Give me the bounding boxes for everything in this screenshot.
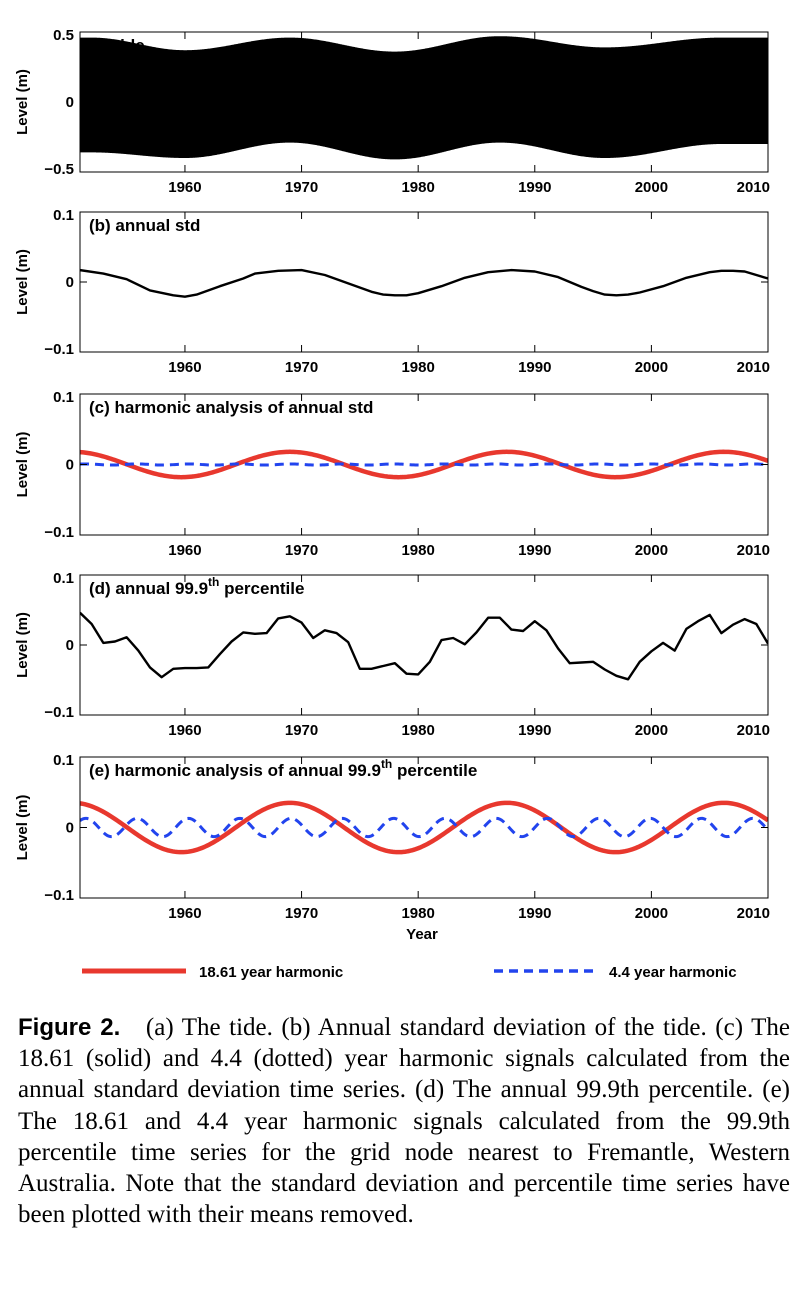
x-tick-label: 1980 (401, 722, 434, 739)
y-tick-label: 0.1 (53, 570, 74, 587)
series-18.61yr-harmonic-line (80, 800, 768, 855)
legend-label-18.61yr: 18.61 year harmonic (199, 964, 343, 981)
x-tick-label: 1970 (285, 179, 318, 196)
y-tick-label: −0.1 (44, 341, 74, 358)
panel-title: (a) tide (89, 36, 145, 55)
x-tick-label: 1960 (168, 359, 201, 376)
x-tick-label: 2010 (737, 905, 770, 922)
x-tick-label: 1990 (518, 179, 551, 196)
caption-label: Figure 2. (18, 1014, 121, 1041)
x-tick-label: 1960 (168, 179, 201, 196)
y-axis-label: Level (m) (14, 249, 31, 315)
y-axis-label: Level (m) (14, 612, 31, 678)
panel-title-text: (b) annual std (89, 216, 200, 235)
caption-text: (a) The tide. (b) Annual standard deviat… (18, 1014, 790, 1229)
x-tick-label: 1990 (518, 359, 551, 376)
plot-area (80, 611, 768, 681)
panel-title: (d) annual 99.9th percentile (89, 575, 304, 598)
plot-area (80, 800, 768, 855)
panel-title: (c) harmonic analysis of annual std (89, 398, 373, 417)
series-line (80, 268, 768, 298)
panel-title-superscript: th (381, 757, 392, 771)
legend-label-4.4yr: 4.4 year harmonic (609, 964, 737, 981)
x-tick-label: 1980 (401, 179, 434, 196)
x-tick-label: 2000 (635, 542, 668, 559)
y-axis-label: Level (m) (14, 69, 31, 135)
x-tick-label: 1970 (285, 359, 318, 376)
x-tick-label: 1980 (401, 905, 434, 922)
panel-title-text: (d) annual 99.9 (89, 579, 208, 598)
panel-a: 1960 1970 1980 1990 2000 2010 0.5 0 −0.5 Level (m… (14, 27, 770, 196)
x-tick-label: 1990 (518, 722, 551, 739)
y-axis-label: Level (m) (14, 432, 31, 498)
x-tick-label: 1980 (401, 542, 434, 559)
y-tick-label: −0.1 (44, 524, 74, 541)
plot-area (80, 36, 768, 160)
x-tick-label: 1960 (168, 905, 201, 922)
series-line (80, 611, 768, 681)
series-tide-line (80, 36, 768, 160)
x-tick-label: 2000 (635, 179, 668, 196)
x-tick-label: 2010 (737, 542, 770, 559)
y-tick-label: 0 (66, 94, 74, 111)
y-tick-label: −0.1 (44, 887, 74, 904)
y-tick-label: −0.1 (44, 704, 74, 721)
panel-title-text: (e) harmonic analysis of annual 99.9 (89, 761, 381, 780)
legend: 18.61 year harmonic 4.4 year harmonic (82, 964, 737, 981)
panel-title: (e) harmonic analysis of annual 99.9th p… (89, 757, 477, 780)
y-tick-label: 0 (66, 820, 74, 837)
x-tick-label: 2010 (737, 359, 770, 376)
x-tick-label: 2010 (737, 722, 770, 739)
plot-area (80, 449, 768, 480)
x-tick-label: 2010 (737, 179, 770, 196)
y-tick-label: 0.5 (53, 27, 74, 44)
panel-c: 1960 1970 1980 1990 2000 2010 0.1 0 −0.1 Level (m… (14, 389, 770, 559)
x-tick-label: 1970 (285, 542, 318, 559)
figure-caption: Figure 2. (a) The tide. (b) Annual stand… (18, 1012, 790, 1230)
y-tick-label: −0.5 (44, 161, 74, 178)
series-4.4yr-harmonic-line (80, 816, 768, 839)
figure-panels: 1960 1970 1980 1990 2000 2010 0.5 0 −0.5 Level (m… (14, 27, 770, 981)
y-tick-label: 0.1 (53, 752, 74, 769)
panel-title: (b) annual std (89, 216, 200, 235)
x-axis-label: Year (406, 926, 438, 943)
panel-title-text: (c) harmonic analysis of annual std (89, 398, 373, 417)
y-tick-label: 0.1 (53, 389, 74, 406)
plot-area (80, 268, 768, 298)
x-tick-label: 1960 (168, 542, 201, 559)
x-tick-label: 2000 (635, 905, 668, 922)
panel-title-suffix: percentile (392, 761, 477, 780)
y-tick-label: 0.1 (53, 207, 74, 224)
panel-e: 1960 1970 1980 1990 2000 2010 0.1 0 −0.1 Level (m… (14, 752, 770, 943)
panel-title-suffix: percentile (219, 579, 304, 598)
x-tick-label: 1980 (401, 359, 434, 376)
y-tick-label: 0 (66, 274, 74, 291)
x-tick-label: 1970 (285, 905, 318, 922)
panel-b: 1960 1970 1980 1990 2000 2010 0.1 0 −0.1 Level (m… (14, 207, 770, 376)
x-tick-label: 1990 (518, 542, 551, 559)
x-tick-label: 2000 (635, 359, 668, 376)
panel-title-text: (a) tide (89, 36, 145, 55)
y-tick-label: 0 (66, 637, 74, 654)
panel-d: 1960 1970 1980 1990 2000 2010 0.1 0 −0.1 Level (m… (14, 570, 770, 739)
y-tick-label: 0 (66, 457, 74, 474)
panel-title-superscript: th (208, 575, 219, 589)
x-tick-label: 2000 (635, 722, 668, 739)
x-tick-label: 1960 (168, 722, 201, 739)
y-axis-label: Level (m) (14, 795, 31, 861)
series-4.4yr-harmonic-line (80, 462, 768, 467)
series-18.61yr-harmonic-line (80, 449, 768, 480)
x-tick-label: 1970 (285, 722, 318, 739)
x-tick-label: 1990 (518, 905, 551, 922)
